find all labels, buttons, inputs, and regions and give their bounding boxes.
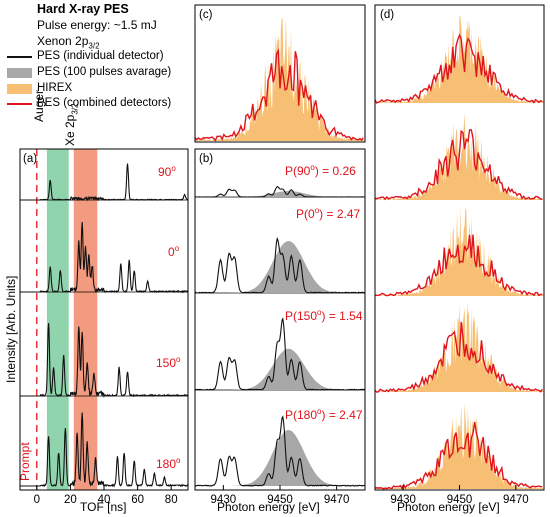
hirex-shot-1 [375,112,544,200]
panel-c-frame [194,4,366,143]
xe-band-label-sub: 3/2 [70,103,80,115]
prompt-label: Prompt [18,442,32,481]
auger-band [46,149,69,490]
panel-a: 0 20 40 60 80 [19,148,189,506]
combined-shot-2 [374,234,543,297]
panel-a-traces [20,163,189,488]
panel-d: 9430 9450 9470 [374,4,545,506]
combined-shot-1 [374,129,543,201]
avg-spectrum-1 [195,241,365,293]
legend-xenon-main: Xenon 2p [37,34,89,48]
pes-individual-2 [194,317,366,391]
legend-swatches [7,56,32,105]
a-tick-label-60: 60 [131,494,144,506]
tof-trace-0 [20,221,189,294]
a-tick-label-20: 20 [64,494,77,506]
hirex-shot-4 [375,403,544,489]
panel-a-label: (a) [23,153,38,165]
panel-b-label: (b) [199,153,214,165]
hirex-spectrum-c [195,17,365,141]
xe-band [73,149,98,490]
legend-xenon: Xenon 2p3/2 [37,34,100,50]
pes-individual-1 [194,236,365,294]
hirex-shot-0 [375,16,544,103]
legend-item-0: PES (individual detector) [37,50,164,62]
combined-spectrum-c [194,48,364,142]
d-tick-label-9450: 9450 [447,494,473,506]
combined-shot-3 [374,321,543,393]
angle-label-90: 90o [158,164,176,179]
angle-label-150: 150o [156,355,181,370]
xe-band-label-main: Xe 2p [63,114,77,146]
d-tick-label-9430: 9430 [390,494,416,506]
a-tick-label-40: 40 [98,494,111,506]
tof-trace-90 [20,163,188,202]
b-tick-label-9470: 9470 [324,494,350,506]
a-tick-label-80: 80 [165,494,178,506]
legend-swatch-2 [7,84,32,94]
y-axis-label: Intensity [Arb. Units] [4,275,18,383]
b-tick-label-9430: 9430 [211,494,237,506]
panel-b: 9430 9450 9470 [194,148,366,506]
tof-trace-150 [20,323,189,399]
auger-band-label: Auger [32,89,46,122]
legend-item-2: HIREX [37,82,73,94]
legend-heading: Hard X-ray PES [37,2,129,16]
panel-c-label: (c) [199,9,213,21]
angle-label-180: 180o [156,456,181,471]
panel-d-label: (d) [380,9,395,21]
panel-b-ticks: 9430 9450 9470 [211,485,350,506]
b-tick-label-9450: 9450 [267,494,293,506]
annotation-p180: P(180o) = 2.47 [285,407,363,422]
panel-d-ticks: 9430 9450 9470 [390,485,529,506]
x-axis-label-a: TOF [ns] [80,500,127,514]
a-tick-label-0: 0 [34,494,40,506]
panel-c-traces [194,17,365,142]
legend-swatch-1 [7,68,32,78]
avg-spectrum-2 [195,348,365,390]
legend-item-1: PES (100 pulses avarage) [37,66,172,78]
legend-pulse-energy: Pulse energy: ~1.5 mJ [37,18,157,32]
annotation-p90: P(90o) = 0.26 [285,163,356,178]
annotation-p150: P(150o) = 1.54 [285,308,363,323]
tof-trace-180 [20,412,189,488]
avg-spectrum-3 [195,430,365,486]
x-axis-label-d: Photon energy [eV] [397,500,500,514]
legend-item-3: PES (combined detectors) [37,97,172,109]
xe-band-label: Xe 2p3/2 [63,104,79,146]
panel-b-traces [194,185,366,487]
avg-spectrum-0 [195,191,365,197]
annotation-p0: P(0o) = 2.47 [296,206,361,221]
pes-individual-0 [194,185,365,198]
panel-d-traces [374,16,544,490]
x-axis-label-b: Photon energy [eV] [217,500,320,514]
panel-c [194,4,366,143]
d-tick-label-9470: 9470 [503,494,529,506]
hirex-shot-2 [375,207,544,296]
panel-a-ticks: 0 20 40 60 80 [34,485,178,506]
legend-xenon-sub: 3/2 [88,41,100,51]
angle-label-0: 0o [168,244,180,259]
combined-shot-0 [374,33,543,104]
